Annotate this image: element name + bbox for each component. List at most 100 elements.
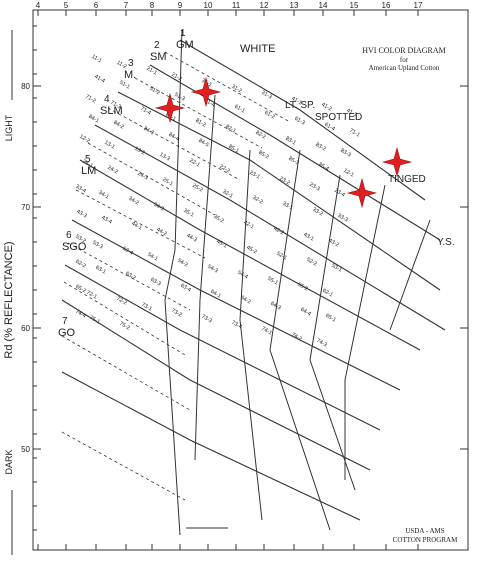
grade-number: 2 xyxy=(154,40,160,51)
cell-code: 13-1 xyxy=(103,140,116,151)
grade-number: 5 xyxy=(85,154,91,165)
cell-code: 51-2 xyxy=(148,86,161,97)
cell-code: 74-1 xyxy=(260,326,273,337)
top-tick-label: 17 xyxy=(414,1,423,10)
cell-code: 11-1 xyxy=(90,54,102,65)
top-tick-label: 7 xyxy=(124,1,129,10)
cell-code: 35-1 xyxy=(182,208,195,219)
cell-code: 41-2 xyxy=(320,102,333,113)
grade-grid xyxy=(61,29,446,536)
cell-code: 64-4 xyxy=(299,307,312,318)
grade-name: SGO xyxy=(62,241,87,253)
cell-code: 43-2 xyxy=(327,238,340,249)
top-tick-label: 13 xyxy=(290,1,299,10)
cell-code: 54-3 xyxy=(206,264,219,275)
cell-code: 54-1 xyxy=(146,252,159,263)
cell-code: 51-4 xyxy=(203,98,216,109)
cell-code: 84-1 xyxy=(87,114,100,125)
grade-name: M. xyxy=(124,69,136,81)
diagram-subtitle: American Upland Cotton xyxy=(369,64,440,72)
cell-code: 74-3 xyxy=(315,338,328,349)
grade-number: 1 xyxy=(180,28,186,39)
cell-code: 81-2 xyxy=(194,118,207,129)
cell-code: 75-2 xyxy=(118,321,131,332)
red-star-marker xyxy=(190,76,222,108)
cell-code: 12-2 xyxy=(78,134,91,145)
group-tinged: TINGED xyxy=(388,174,426,185)
footer-line-2: COTTON PROGRAM xyxy=(393,536,458,544)
grade-name: GM xyxy=(176,39,194,51)
color-boundary-line xyxy=(309,174,356,491)
grade-name: SLM xyxy=(100,105,123,117)
cell-code: 61-3 xyxy=(293,116,306,127)
y-dark-label: DARK xyxy=(4,449,14,474)
cell-code: 83-3 xyxy=(339,148,352,159)
cell-code: 73-4 xyxy=(230,320,243,331)
cell-code: 74-2 xyxy=(290,332,303,343)
color-boundary-line xyxy=(239,149,263,521)
cell-code: 61-1 xyxy=(233,104,246,115)
cell-code: 31-2 xyxy=(230,84,243,95)
left-tick-label: 60 xyxy=(21,324,30,333)
cell-code: 13-3 xyxy=(158,152,171,163)
top-tick-label: 15 xyxy=(350,1,359,10)
cell-code: 84-5 xyxy=(197,138,210,149)
footer-line-1: USDA - AMS xyxy=(405,527,444,535)
cell-code: 73-1 xyxy=(140,302,153,313)
cell-code: 21-2 xyxy=(170,72,183,83)
red-star-marker xyxy=(346,177,378,209)
grade-boundary-line xyxy=(179,39,426,201)
grade-sub-line xyxy=(107,107,241,181)
cell-code: 33-3 xyxy=(336,213,349,224)
grade-boundary-line xyxy=(64,264,381,431)
cell-code: 55-1 xyxy=(266,276,279,287)
cell-code: 41-1 xyxy=(290,96,303,107)
y-axis-label: Rd (% REFLECTANCE) xyxy=(3,241,15,358)
cell-code: 44-3 xyxy=(185,233,198,244)
cell-code: 82-1 xyxy=(224,124,237,135)
cell-code: 61-2 xyxy=(263,110,276,121)
cell-code: 11-2 xyxy=(115,60,127,71)
cell-code: 43-1 xyxy=(302,232,315,243)
grade-boundary-line xyxy=(117,91,441,291)
cell-code: 73-3 xyxy=(200,314,213,325)
grade-sub-line xyxy=(67,242,191,311)
grade-number: 6 xyxy=(66,230,72,241)
grade-sub-line xyxy=(75,189,206,259)
cell-code: 23-3 xyxy=(308,182,321,193)
top-tick-label: 8 xyxy=(150,1,155,10)
cell-code: 53-3 xyxy=(91,240,104,251)
cell-code: 25-2 xyxy=(191,183,204,194)
grade-number: 4 xyxy=(104,94,110,105)
cell-code: 13-2 xyxy=(133,146,146,157)
cell-code: 85-2 xyxy=(257,150,270,161)
cell-code: 62-1 xyxy=(321,288,334,299)
left-tick-label: 80 xyxy=(21,82,30,91)
group-white: WHITE xyxy=(240,43,275,55)
grade-boundary-line xyxy=(61,371,361,521)
cell-code: 63-2 xyxy=(124,271,137,282)
cell-code: 84-4 xyxy=(167,132,180,143)
cell-code: 55-2 xyxy=(296,282,309,293)
cell-code: 71-2 xyxy=(84,94,97,105)
group-spotted: SPOTTED xyxy=(315,112,362,123)
cell-code: 45-1 xyxy=(215,239,228,250)
color-boundary-line xyxy=(389,219,431,331)
grade-name: LM xyxy=(81,165,96,177)
grade-boundary-line xyxy=(94,124,446,331)
cell-code: 12-1 xyxy=(342,168,355,179)
grade-boundary-line xyxy=(79,159,421,351)
top-tick-label: 12 xyxy=(260,1,269,10)
cell-code: 64-1 xyxy=(209,289,222,300)
cell-code: 34-1 xyxy=(97,190,110,201)
cell-code: 51-1 xyxy=(118,80,131,91)
cell-code: 24-3 xyxy=(136,171,149,182)
cell-code: 53-2 xyxy=(74,234,87,245)
cell-code: 44-1 xyxy=(130,221,143,232)
cell-code: 31-3 xyxy=(260,90,273,101)
cell-code: 22-2 xyxy=(218,164,231,175)
cell-code: 52-1 xyxy=(275,251,288,262)
grade-name: SM xyxy=(150,51,167,63)
cell-code: 52-2 xyxy=(305,257,318,268)
